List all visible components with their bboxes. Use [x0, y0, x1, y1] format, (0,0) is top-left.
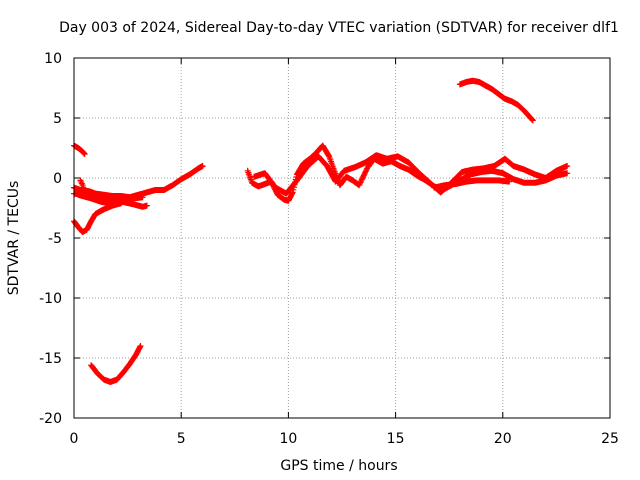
y-tick-label: 0	[53, 171, 62, 187]
data-series	[71, 77, 571, 385]
data-series-arc-j	[431, 177, 513, 191]
data-series-arc-e	[71, 200, 125, 235]
y-tick-label: -10	[39, 291, 62, 307]
data-points	[77, 177, 93, 201]
x-axis-label: GPS time / hours	[280, 458, 397, 474]
data-points	[431, 177, 513, 191]
data-series-arc-g	[88, 343, 144, 385]
x-tick-label: 10	[279, 431, 297, 447]
chart-title: Day 003 of 2024, Sidereal Day-to-day VTE…	[59, 20, 619, 36]
axis-ticks: 0 5 10 15 20 25 -20 -15 -10 -5 0 5 10	[39, 51, 619, 447]
x-tick-label: 5	[177, 431, 186, 447]
y-axis-label: SDTVAR / TECUs	[6, 181, 22, 296]
y-tick-label: -15	[39, 351, 62, 367]
x-tick-label: 25	[601, 431, 619, 447]
x-tick-label: 20	[494, 431, 512, 447]
data-points	[88, 343, 144, 385]
data-points	[456, 77, 536, 124]
grid	[74, 58, 610, 418]
y-tick-label: -5	[48, 231, 62, 247]
y-tick-label: -20	[39, 411, 62, 427]
data-series-arc-i	[251, 152, 571, 197]
x-tick-label: 15	[387, 431, 405, 447]
y-tick-label: 5	[53, 111, 62, 127]
y-tick-label: 10	[44, 51, 62, 67]
x-tick-label: 0	[70, 431, 79, 447]
data-points	[251, 152, 571, 197]
data-series-arc-k	[456, 77, 536, 124]
data-points	[71, 200, 125, 235]
data-series-arc-h	[244, 142, 571, 204]
data-series-arc-d	[77, 177, 93, 201]
data-points	[244, 142, 571, 204]
